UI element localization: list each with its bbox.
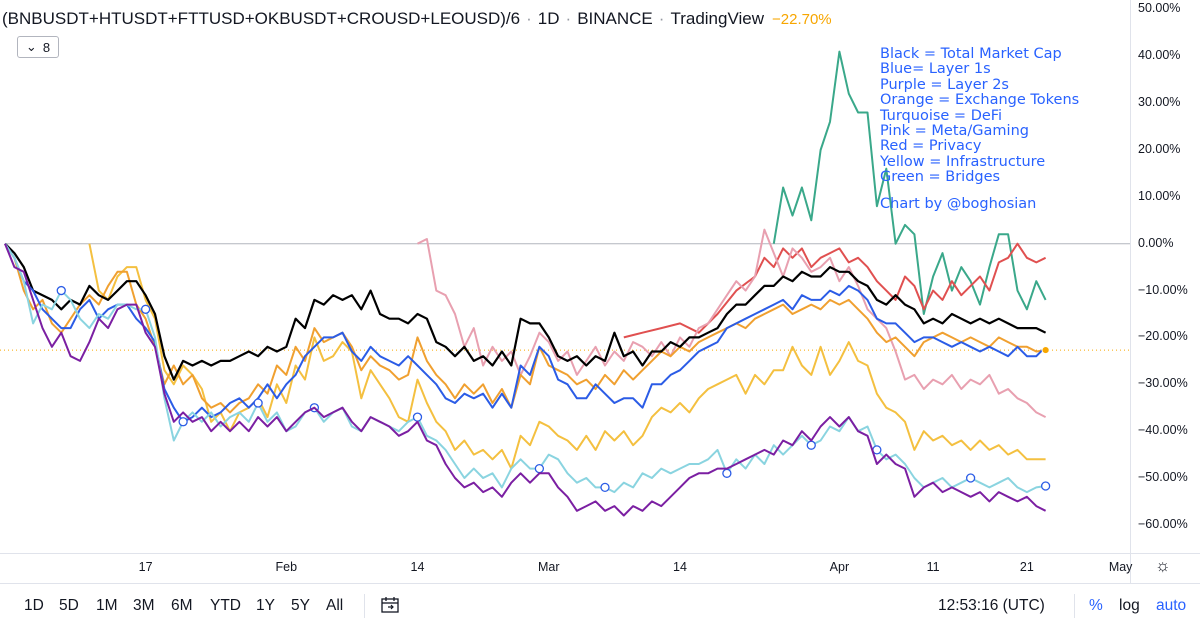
time-axis-tick: 11 (926, 560, 940, 574)
range-1d-button[interactable]: 1D (24, 597, 44, 614)
toolbar-separator (1074, 594, 1075, 618)
price-axis-tick: 40.00% (1138, 48, 1181, 63)
percent-scale-toggle[interactable]: % (1089, 597, 1103, 614)
chart-header: (BNBUSDT+HTUSDT+FTTUSD+OKBUSDT+CROUSD+LE… (2, 9, 832, 28)
clock-time[interactable]: 12:53:16 (UTC) (938, 597, 1045, 614)
legend-line: Purple = Layer 2s (880, 76, 1009, 93)
legend-line: Green = Bridges (880, 169, 1001, 186)
time-axis-tick: Mar (537, 560, 560, 574)
series-line-black (4, 242, 1047, 381)
series-marker (722, 468, 732, 478)
time-axis-tick: Feb (275, 560, 298, 574)
time-axis-divider (0, 553, 1200, 554)
time-axis-tick: Apr (829, 560, 850, 574)
legend-line: Pink = Meta/Gaming (880, 123, 1029, 140)
legend-line: Orange = Exchange Tokens (880, 92, 1080, 109)
time-axis-tick: 21 (1019, 560, 1034, 574)
color-legend-note: Black = Total Market Cap Blue= Layer 1s … (880, 46, 1080, 212)
series-marker (965, 473, 976, 483)
series-marker (56, 285, 66, 296)
range-1y-button[interactable]: 1Y (256, 597, 275, 614)
series-marker (1040, 481, 1051, 491)
range-5y-button[interactable]: 5Y (291, 597, 310, 614)
series-marker (178, 417, 188, 427)
legend-line: Turquoise = DeFi (880, 107, 1003, 124)
toolbar-separator (364, 594, 365, 618)
range-ytd-button[interactable]: YTD (210, 597, 241, 614)
legend-line: Red = Privacy (880, 138, 982, 155)
time-axis-tick: 14 (673, 560, 687, 574)
indicator-count: 8 (42, 39, 51, 55)
price-axis-tick: 10.00% (1138, 188, 1181, 203)
chevron-down-icon: ⌄ (25, 39, 37, 54)
series-line-yellow (88, 243, 1046, 470)
last-value-marker (1041, 345, 1050, 355)
price-axis-tick: −10.00% (1138, 282, 1188, 297)
series-marker (806, 440, 816, 450)
symbol-label[interactable]: (BNBUSDT+HTUSDT+FTTUSD+OKBUSDT+CROUSD+LE… (2, 9, 521, 28)
interval-label[interactable]: 1D (537, 9, 560, 28)
series-line-purple (4, 243, 1047, 517)
exchange-label: BINANCE (577, 9, 653, 28)
series-marker (253, 398, 263, 408)
legend-line: Black = Total Market Cap (880, 46, 1062, 62)
bottom-toolbar: 1D 5D 1M 3M 6M YTD 1Y 5Y All 12:53:16 (U… (0, 590, 1200, 624)
price-axis-tick: −60.00% (1138, 516, 1188, 531)
change-value: −22.70% (772, 11, 832, 28)
price-axis-divider (1130, 0, 1131, 583)
indicators-toggle-button[interactable]: ⌄ 8 (17, 36, 59, 58)
series-marker (412, 412, 423, 422)
time-axis-tick: 17 (138, 560, 153, 574)
legend-line: Yellow = Infrastructure (880, 153, 1046, 170)
range-6m-button[interactable]: 6M (171, 597, 193, 614)
auto-scale-toggle[interactable]: auto (1156, 597, 1187, 614)
gear-icon[interactable]: ☼ (1155, 556, 1171, 575)
price-axis-tick: 20.00% (1138, 141, 1181, 156)
time-axis-tick: 14 (410, 560, 425, 574)
price-axis-tick: 0.00% (1138, 235, 1174, 250)
time-axis-tick: May (1108, 560, 1133, 574)
toolbar-divider (0, 583, 1200, 584)
price-axis-tick: −20.00% (1138, 329, 1188, 344)
price-axis-tick: −50.00% (1138, 470, 1188, 485)
series-line-blue (4, 243, 1047, 423)
series-line-green (772, 50, 1047, 315)
date-range-icon[interactable] (380, 595, 402, 620)
series-line-turquoise (4, 243, 1046, 494)
series-line-red (623, 242, 1047, 339)
range-5d-button[interactable]: 5D (59, 597, 79, 614)
source-label: TradingView (670, 9, 765, 28)
price-axis-tick: −40.00% (1138, 423, 1188, 438)
legend-line: Blue= Layer 1s (880, 61, 991, 78)
price-axis-tick: −30.00% (1138, 376, 1188, 391)
range-1m-button[interactable]: 1M (96, 597, 118, 614)
series-line-pink (417, 228, 1047, 418)
log-scale-toggle[interactable]: log (1119, 597, 1140, 614)
series-marker (600, 482, 610, 493)
price-axis-tick: 50.00% (1138, 1, 1181, 16)
price-axis-tick: 30.00% (1138, 95, 1181, 110)
series-line-orange (4, 243, 1046, 414)
series-marker (534, 463, 545, 474)
range-3m-button[interactable]: 3M (133, 597, 155, 614)
range-all-button[interactable]: All (326, 597, 344, 614)
series-marker (140, 304, 151, 314)
chart-credit: Chart by @boghosian (880, 195, 1037, 212)
